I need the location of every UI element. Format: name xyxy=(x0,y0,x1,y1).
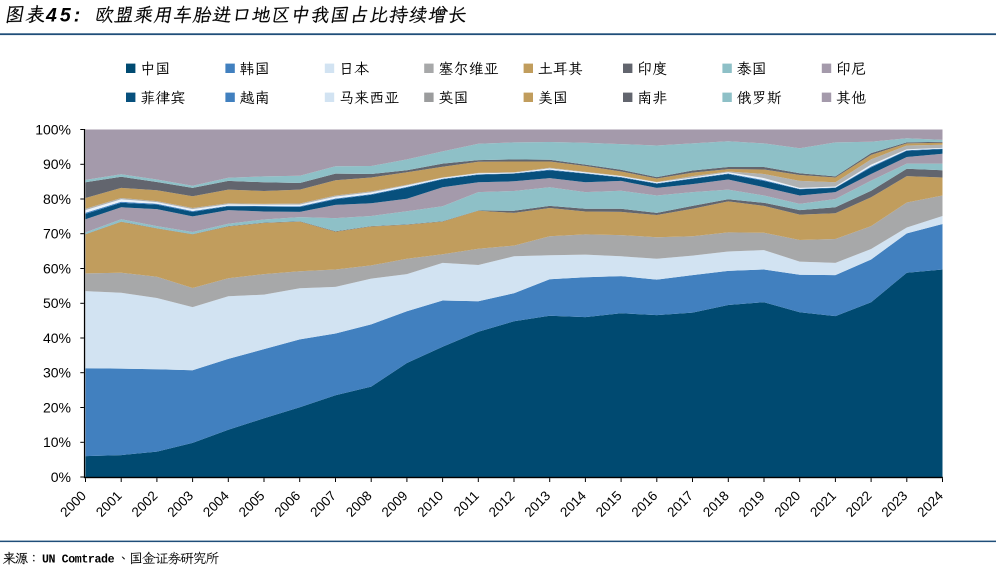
svg-text:10%: 10% xyxy=(43,434,71,450)
svg-text:60%: 60% xyxy=(43,260,71,276)
svg-text:0%: 0% xyxy=(51,469,71,485)
svg-text:100%: 100% xyxy=(35,121,71,137)
svg-text:20%: 20% xyxy=(43,399,71,415)
svg-text:45:: 45: xyxy=(45,5,83,27)
svg-text:80%: 80% xyxy=(43,191,71,207)
svg-text:50%: 50% xyxy=(43,295,71,311)
svg-text:40%: 40% xyxy=(43,330,71,346)
svg-text:90%: 90% xyxy=(43,156,71,172)
svg-text:UN Comtrade: UN Comtrade xyxy=(42,554,115,567)
svg-text:70%: 70% xyxy=(43,226,71,242)
svg-text:30%: 30% xyxy=(43,365,71,381)
